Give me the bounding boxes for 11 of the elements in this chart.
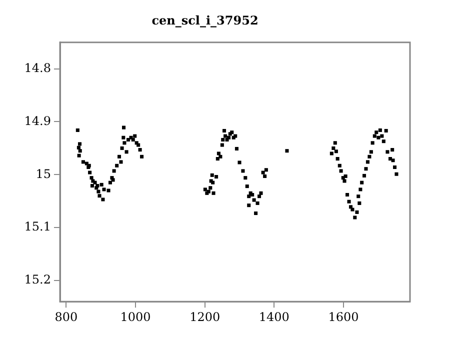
x-tick-label: 1200 — [190, 310, 220, 324]
x-tick-label: 1000 — [120, 310, 151, 324]
y-tick-label: 14.8 — [24, 60, 51, 75]
y-tick-label: 15.1 — [24, 220, 51, 234]
y-tick-label: 15 — [36, 166, 51, 181]
x-tick-label: 1600 — [328, 310, 359, 324]
x-tick-label: 1400 — [258, 310, 290, 324]
y-tick-label: 15.2 — [24, 272, 51, 287]
chart-title: cen_scl_i_37952 — [152, 13, 258, 28]
x-tick-label: 800 — [54, 310, 78, 324]
y-tick-label: 14.9 — [24, 114, 51, 128]
